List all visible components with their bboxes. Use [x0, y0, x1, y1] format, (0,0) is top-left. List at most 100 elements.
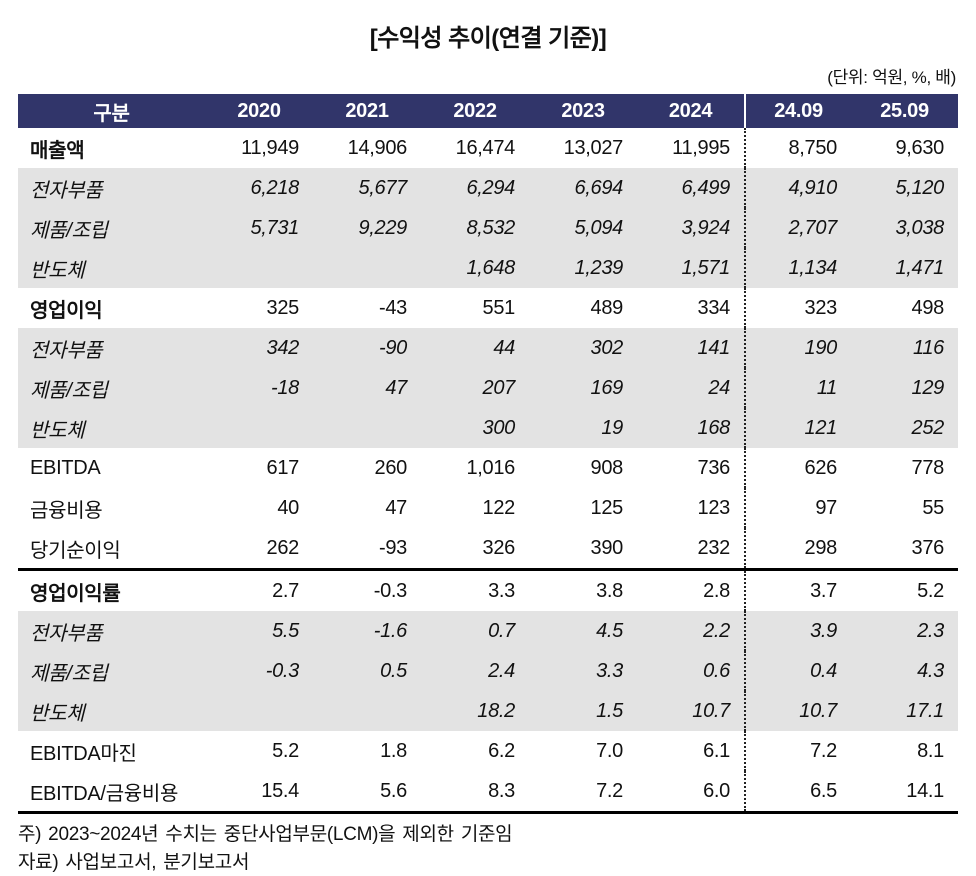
row-label: 제품/조립 [30, 662, 108, 685]
value-cell: 617 [266, 456, 300, 479]
value-cell: 1,239 [574, 256, 623, 279]
value-cell: 6,694 [574, 176, 623, 199]
value-cell: 2,707 [744, 208, 851, 248]
value-cell: -18 [270, 376, 299, 399]
value-cell: 207 [482, 376, 516, 399]
value-cell: 3.9 [744, 611, 851, 651]
financial-table: 구분 2020 2021 2022 2023 2024 24.09 25.09 매출액 11,9… [18, 94, 958, 814]
value-cell: -90 [378, 336, 407, 359]
value-cell: -0.3 [265, 659, 300, 682]
value-cell: 3,038 [895, 216, 944, 239]
value-cell: 2.2 [703, 619, 730, 642]
value-cell: 2.8 [637, 568, 745, 611]
value-cell: 3.3 [421, 568, 529, 611]
value-cell: 17.1 [906, 699, 944, 722]
value-cell: 3,924 [681, 216, 730, 239]
header-row: 구분 2020 2021 2022 2023 2024 24.09 25.09 [18, 94, 958, 128]
value-cell: 19 [601, 416, 623, 439]
row-label: 전자부품 [30, 179, 103, 202]
value-cell: 5.2 [851, 568, 958, 611]
table-row: 전자부품 6,218 5,677 6,294 6,694 6,499 4,910 5,120 [18, 168, 958, 208]
value-cell [205, 408, 313, 448]
value-cell: 300 [482, 416, 516, 439]
value-cell: 40 [277, 496, 299, 519]
row-label: EBITDA [30, 456, 101, 479]
value-cell: 6.0 [637, 771, 745, 814]
value-cell: 302 [590, 336, 624, 359]
row-label: 반도체 [30, 259, 85, 282]
value-cell: 3.8 [529, 568, 637, 611]
value-cell: 7.0 [596, 739, 623, 762]
row-label: 영업이익률 [18, 568, 205, 611]
value-cell: 2.7 [205, 568, 313, 611]
value-cell: 5.2 [272, 739, 299, 762]
value-cell: 122 [482, 496, 516, 519]
row-label: 반도체 [30, 702, 85, 725]
value-cell: 5,120 [895, 176, 944, 199]
table-row: 전자부품 342 -90 44 302 141 190 116 [18, 328, 958, 368]
value-cell: 5,731 [250, 216, 299, 239]
table-row: 매출액 11,949 14,906 16,474 13,027 11,995 8,750 9,… [18, 128, 958, 168]
table-row: 금융비용 40 47 122 125 123 97 55 [18, 488, 958, 528]
value-cell: 97 [744, 488, 851, 528]
value-cell: 5,094 [574, 216, 623, 239]
value-cell: 168 [697, 416, 731, 439]
table-row: 영업이익률 2.7 -0.3 3.3 3.8 2.8 3.7 5.2 [18, 568, 958, 611]
row-label: 제품/조립 [30, 219, 108, 242]
value-cell: 2.4 [488, 659, 515, 682]
value-cell: 169 [590, 376, 624, 399]
value-cell: 1.5 [596, 699, 623, 722]
value-cell: 10.7 [692, 699, 730, 722]
value-cell: 0.7 [488, 619, 515, 642]
value-cell: 2.3 [917, 619, 944, 642]
value-cell: 44 [493, 336, 515, 359]
value-cell: 123 [697, 496, 731, 519]
value-cell: 6.1 [703, 739, 730, 762]
value-cell: 6.2 [488, 739, 515, 762]
value-cell: 1,571 [681, 256, 730, 279]
value-cell: -1.6 [373, 619, 408, 642]
value-cell: 298 [744, 528, 851, 570]
value-cell: 6,499 [681, 176, 730, 199]
value-cell: 334 [697, 296, 731, 319]
table-row: 영업이익 325 -43 551 489 334 323 498 [18, 288, 958, 328]
value-cell: 7.2 [529, 771, 637, 814]
table-row: 반도체 1,648 1,239 1,571 1,134 1,471 [18, 248, 958, 288]
value-cell: 5.5 [272, 619, 299, 642]
value-cell: 8,750 [744, 128, 851, 168]
footnotes: 주) 2023~2024년 수치는 중단사업부문(LCM)을 제외한 기준임 자… [18, 821, 958, 876]
table-header: 구분 2020 2021 2022 2023 2024 24.09 25.09 [18, 94, 958, 128]
footnote-source-note: 주) 2023~2024년 수치는 중단사업부문(LCM)을 제외한 기준임 [18, 824, 513, 845]
table-row: EBITDA마진 5.2 1.8 6.2 7.0 6.1 7.2 8.1 [18, 731, 958, 771]
value-cell: 14.1 [851, 771, 958, 814]
value-cell: 4.3 [917, 659, 944, 682]
value-cell [205, 248, 313, 288]
row-label: EBITDA/금융비용 [18, 771, 205, 814]
value-cell: 129 [911, 376, 945, 399]
value-cell: 55 [922, 496, 944, 519]
value-cell: 1,648 [466, 256, 515, 279]
table-row: 전자부품 5.5 -1.6 0.7 4.5 2.2 3.9 2.3 [18, 611, 958, 651]
value-cell: -43 [378, 296, 407, 319]
value-cell: 47 [385, 496, 407, 519]
value-cell: 11 [744, 368, 851, 408]
value-cell: 121 [744, 408, 851, 448]
row-label: 매출액 [30, 139, 85, 162]
value-cell: 1,471 [895, 256, 944, 279]
value-cell: 1.8 [380, 739, 407, 762]
value-cell: 14,906 [347, 136, 408, 159]
value-cell: 24 [708, 376, 730, 399]
value-cell: 11,995 [672, 136, 730, 159]
value-cell: 1,134 [744, 248, 851, 288]
value-cell: 736 [697, 456, 731, 479]
value-cell: 260 [374, 456, 408, 479]
row-label: 전자부품 [30, 339, 103, 362]
value-cell: 325 [266, 296, 300, 319]
column-header: 2020 [205, 94, 313, 128]
value-cell: 626 [744, 448, 851, 488]
value-cell [205, 691, 313, 731]
row-label: 당기순이익 [30, 539, 121, 562]
value-cell: 18.2 [477, 699, 515, 722]
value-cell: 262 [266, 536, 300, 559]
value-cell: 0.5 [380, 659, 407, 682]
